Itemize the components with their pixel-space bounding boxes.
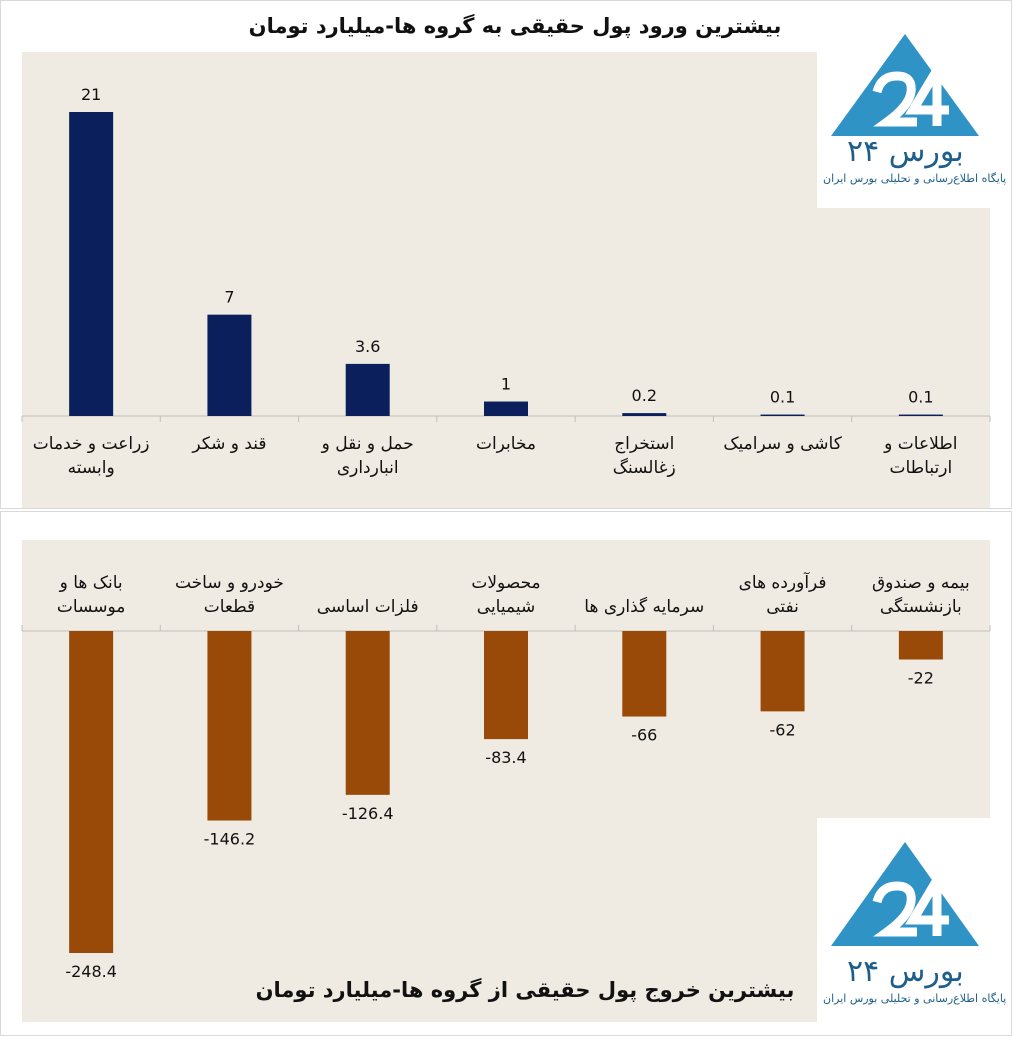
- data-label: 0.2: [632, 386, 657, 405]
- data-label: -83.4: [485, 748, 526, 767]
- bar: [345, 363, 390, 416]
- bar: [69, 112, 114, 416]
- bar: [622, 631, 667, 717]
- data-label: -62: [770, 720, 796, 739]
- category-label: سرمایه گذاری ها: [584, 596, 704, 617]
- category-label: قطعات: [204, 597, 255, 617]
- logo-top: بورس ۲۴ پایگاه اطلاع‌رسانی و تحلیلی بورس…: [817, 14, 1006, 208]
- bar: [484, 401, 528, 416]
- category-label: اطلاعات و: [883, 434, 957, 454]
- logo-name: بورس ۲۴: [847, 134, 964, 169]
- data-label: -22: [908, 669, 934, 688]
- category-label: محصولات: [471, 573, 540, 593]
- category-label: شیمیایی: [477, 597, 535, 617]
- bar: [760, 414, 805, 416]
- bourse24-logo-icon: [831, 842, 979, 946]
- bar: [207, 631, 252, 821]
- bar: [760, 631, 805, 712]
- bar: [207, 314, 252, 416]
- data-label: -126.4: [342, 804, 394, 823]
- bar: [622, 413, 667, 416]
- bar: [345, 631, 390, 795]
- category-label: فلزات اساسی: [317, 597, 419, 617]
- bar: [484, 631, 528, 740]
- data-label: 21: [81, 85, 101, 104]
- category-label: زراعت و خدمات: [33, 434, 150, 454]
- category-label: بانک ها و: [59, 573, 123, 593]
- logo-bottom: بورس ۲۴ پایگاه اطلاع‌رسانی و تحلیلی بورس…: [817, 818, 1006, 1022]
- bar: [898, 414, 943, 416]
- category-label: انبارداری: [337, 458, 399, 478]
- category-label: قند و شکر: [191, 434, 266, 454]
- bourse24-logo-icon: [831, 34, 979, 136]
- category-label: وابسته: [68, 458, 115, 478]
- category-label: فرآورده های: [739, 571, 827, 593]
- data-label: 0.1: [770, 388, 795, 407]
- category-label: بازنشستگی: [880, 596, 962, 617]
- category-label: استخراج: [614, 434, 674, 454]
- category-label: کاشی و سرامیک: [723, 434, 842, 454]
- data-label: 7: [224, 288, 234, 307]
- inflow-chart-title: بیشترین ورود پول حقیقی به گروه ها-میلیار…: [248, 14, 782, 38]
- category-label: موسسات: [57, 597, 125, 617]
- category-label: نفتی: [766, 597, 799, 617]
- data-label: 0.1: [908, 388, 933, 407]
- logo-name: بورس ۲۴: [847, 954, 964, 989]
- category-label: حمل و نقل و: [321, 434, 414, 454]
- data-label: -146.2: [204, 830, 256, 849]
- category-label: زغالسنگ: [613, 457, 676, 478]
- data-label: 3.6: [355, 337, 380, 356]
- data-label: 1: [501, 375, 511, 394]
- inflow-chart: 21 زراعت و خدمات وابسته 7 قند و شکر 3.6 حمل و …: [21, 85, 991, 478]
- outflow-chart-frame: [0, 511, 1012, 1036]
- category-label: بیمه و صندوق: [872, 573, 970, 593]
- outflow-chart-title: بیشترین خروج پول حقیقی از گروه ها-میلیار…: [255, 978, 795, 1002]
- logo-tagline: پایگاه اطلاع‌رسانی و تحلیلی بورس ایران: [823, 992, 1007, 1005]
- inflow-chart-frame: [0, 0, 1012, 509]
- bar: [898, 631, 943, 660]
- logo-tagline: پایگاه اطلاع‌رسانی و تحلیلی بورس ایران: [823, 172, 1007, 185]
- bar: [69, 631, 114, 953]
- data-label: -248.4: [65, 962, 117, 981]
- data-label: -66: [631, 726, 657, 745]
- category-label: خودرو و ساخت: [175, 573, 284, 593]
- category-label: ارتباطات: [890, 458, 953, 478]
- category-label: مخابرات: [476, 434, 536, 454]
